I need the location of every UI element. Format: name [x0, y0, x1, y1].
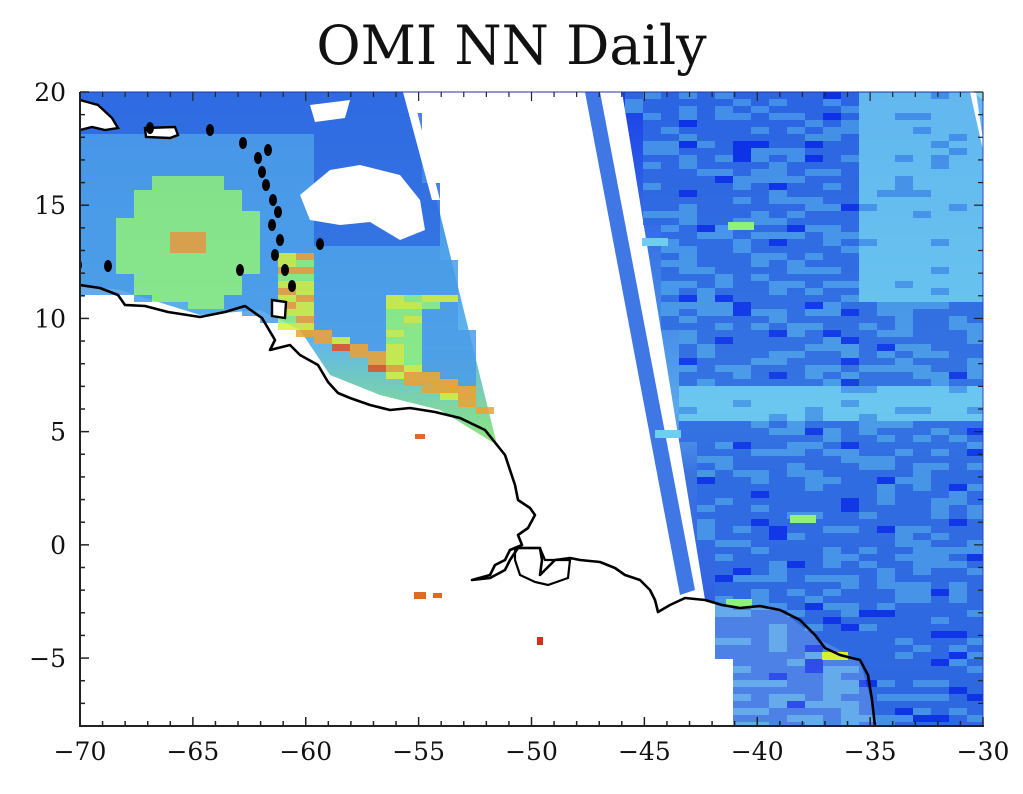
isolated-pixel — [414, 592, 426, 599]
island-trinidad — [270, 298, 288, 320]
y-tick-label: 0 — [50, 531, 66, 560]
y-tick-label: −5 — [29, 644, 66, 673]
western-swath-cells — [80, 92, 494, 414]
island-hispaniola — [80, 98, 120, 132]
y-tick-label: 5 — [50, 418, 66, 447]
narrow-strip — [585, 92, 695, 595]
isolated-pixel — [537, 637, 543, 645]
coastline — [80, 283, 877, 726]
no-data-streak — [970, 92, 983, 150]
chart-title: OMI NN Daily — [316, 14, 707, 77]
x-axis: −70 −65 −60 −55 −50 −45 −40 −35 −30 — [54, 92, 1010, 766]
no-data-streak — [403, 92, 440, 200]
no-data-cloud — [310, 100, 350, 122]
isolated-pixel — [415, 434, 425, 439]
x-tick-label: −40 — [731, 737, 784, 766]
no-data-cloud — [300, 165, 425, 240]
x-tick-label: −60 — [279, 737, 332, 766]
delta-island — [513, 546, 572, 587]
y-tick-label: 15 — [34, 191, 66, 220]
y-tick-label: 10 — [34, 304, 66, 333]
eastern-swath-cells — [625, 92, 983, 726]
x-tick-label: −45 — [618, 737, 671, 766]
y-axis: 20 15 10 5 0 −5 — [29, 78, 983, 727]
x-tick-label: −50 — [505, 737, 558, 766]
lesser-antilles — [80, 122, 324, 292]
x-tick-label: −30 — [957, 737, 1010, 766]
x-tick-label: −55 — [392, 737, 445, 766]
data-layer — [80, 92, 983, 726]
x-tick-label: −35 — [844, 737, 897, 766]
x-tick-label: −70 — [54, 737, 107, 766]
x-tick-label: −65 — [166, 737, 219, 766]
y-tick-label: 20 — [34, 78, 66, 107]
isolated-pixel — [433, 593, 442, 598]
